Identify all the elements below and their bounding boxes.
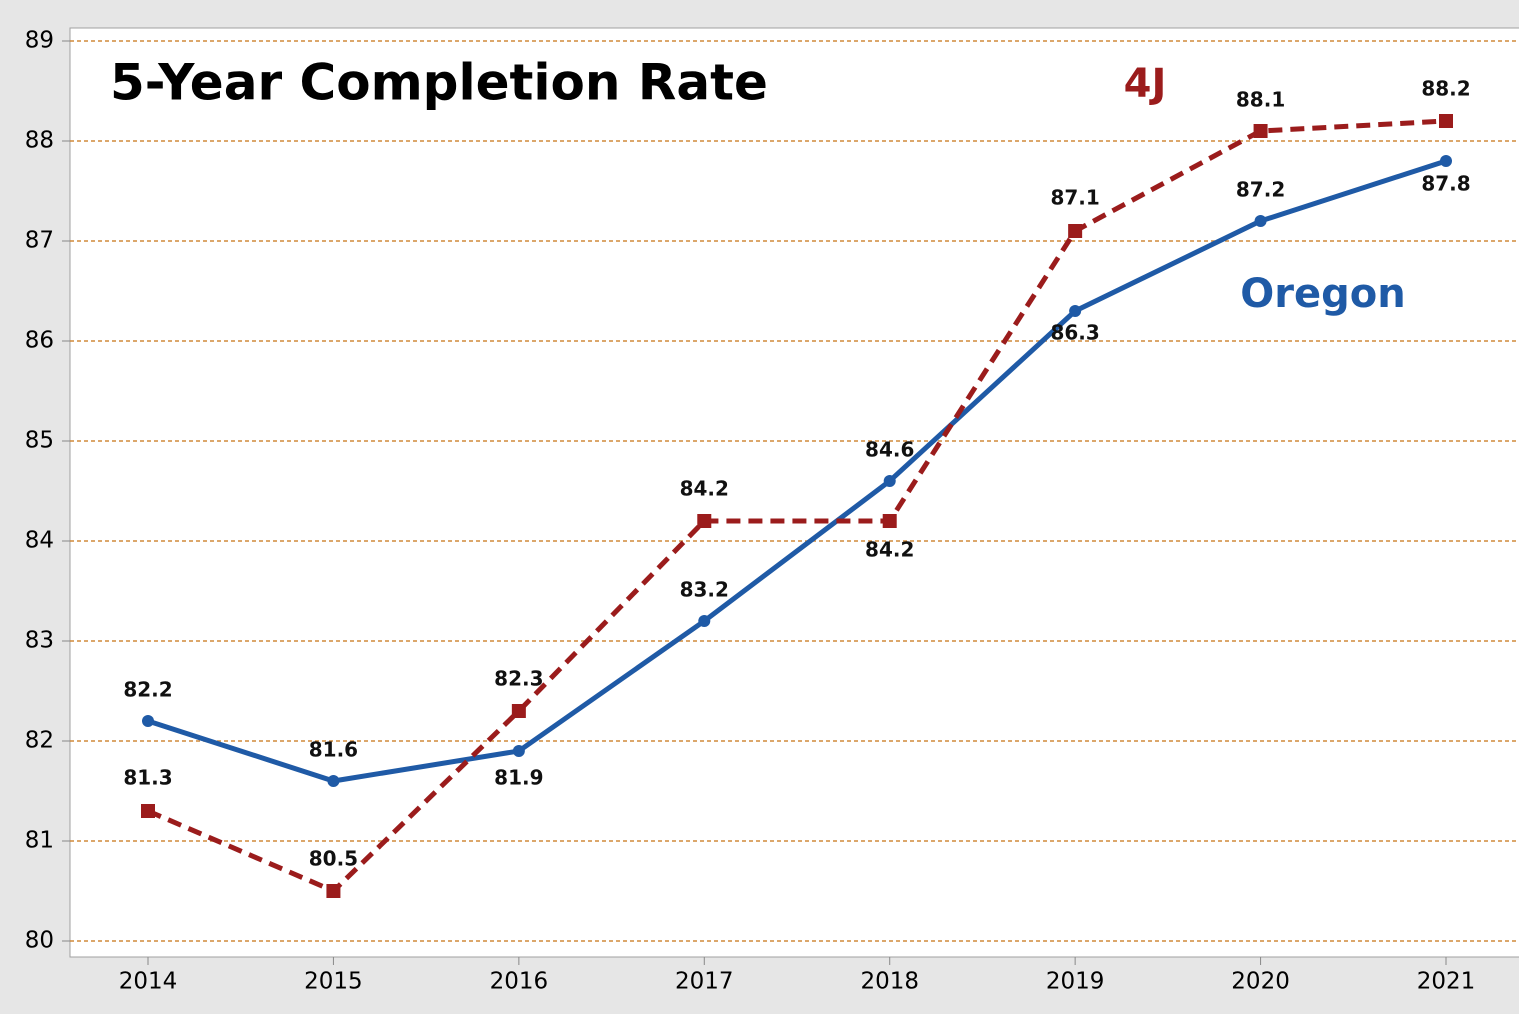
point xyxy=(511,704,526,718)
plot-area xyxy=(69,27,1519,958)
y-tick-label: 80 xyxy=(25,928,54,954)
value-label: 86.3 xyxy=(1050,321,1099,345)
x-tick-label: 2020 xyxy=(1231,969,1290,995)
value-label: 84.6 xyxy=(865,438,914,462)
point xyxy=(883,475,896,487)
point xyxy=(697,514,712,528)
y-tick-label: 84 xyxy=(25,528,54,554)
value-label: 81.6 xyxy=(309,738,358,762)
value-label: 87.2 xyxy=(1236,178,1285,202)
point xyxy=(326,884,341,898)
point xyxy=(1253,124,1268,138)
value-label: 81.9 xyxy=(494,766,543,790)
series-label: 4J xyxy=(1124,61,1167,107)
chart-title: 5-Year Completion Rate xyxy=(110,54,768,112)
x-tick-label: 2019 xyxy=(1046,969,1105,995)
y-tick-label: 83 xyxy=(25,628,54,654)
point xyxy=(882,514,897,528)
point xyxy=(327,775,340,787)
y-tick-label: 86 xyxy=(25,328,54,354)
y-tick-label: 89 xyxy=(25,28,54,54)
value-label: 87.1 xyxy=(1050,186,1099,210)
x-tick-label: 2015 xyxy=(304,969,363,995)
point xyxy=(1069,305,1082,317)
y-tick-label: 82 xyxy=(25,728,54,754)
y-tick-label: 85 xyxy=(25,428,54,454)
value-label: 81.3 xyxy=(123,766,172,790)
series-line xyxy=(147,118,1447,894)
value-label: 82.3 xyxy=(494,667,543,691)
x-tick-label: 2014 xyxy=(119,969,178,995)
y-tick-label: 87 xyxy=(25,228,54,254)
x-tick-label: 2021 xyxy=(1417,969,1476,995)
value-label: 83.2 xyxy=(680,578,729,602)
value-label: 80.5 xyxy=(309,847,358,871)
value-label: 87.8 xyxy=(1421,172,1470,196)
series-line xyxy=(147,158,1447,784)
x-tick-label: 2017 xyxy=(675,969,734,995)
point xyxy=(698,615,711,627)
y-tick-label: 88 xyxy=(25,128,54,154)
value-label: 84.2 xyxy=(865,538,914,562)
point xyxy=(142,715,154,727)
point xyxy=(1439,114,1453,128)
value-label: 88.2 xyxy=(1421,77,1470,101)
x-tick-label: 2018 xyxy=(860,969,919,995)
value-label: 84.2 xyxy=(680,477,729,501)
point xyxy=(141,804,155,818)
value-label: 82.2 xyxy=(123,678,172,702)
point xyxy=(1254,215,1267,227)
series-label: Oregon xyxy=(1240,271,1405,317)
point xyxy=(1440,155,1452,167)
value-label: 88.1 xyxy=(1236,88,1285,112)
point xyxy=(1068,224,1083,238)
point xyxy=(512,745,525,757)
y-tick-label: 81 xyxy=(25,828,54,854)
x-tick-label: 2016 xyxy=(490,969,549,995)
